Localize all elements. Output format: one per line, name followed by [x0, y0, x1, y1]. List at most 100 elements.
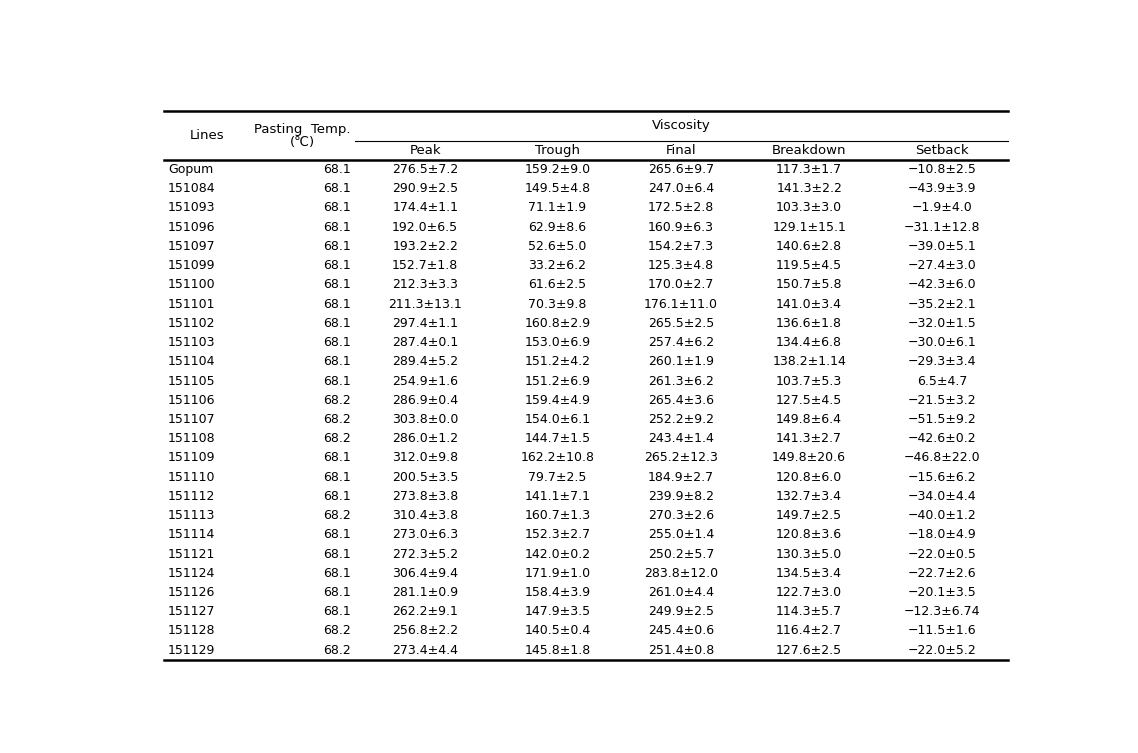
- Text: 159.4±4.9: 159.4±4.9: [525, 394, 591, 407]
- Text: −30.0±6.1: −30.0±6.1: [908, 336, 976, 349]
- Text: Trough: Trough: [535, 144, 580, 157]
- Text: 151110: 151110: [167, 471, 215, 483]
- Text: Peak: Peak: [410, 144, 442, 157]
- Text: 70.3±9.8: 70.3±9.8: [528, 297, 587, 310]
- Text: 151101: 151101: [167, 297, 215, 310]
- Text: 149.8±6.4: 149.8±6.4: [776, 413, 842, 426]
- Text: 212.3±3.3: 212.3±3.3: [393, 279, 459, 291]
- Text: 262.2±9.1: 262.2±9.1: [393, 605, 459, 618]
- Text: 68.2: 68.2: [323, 509, 352, 522]
- Text: −22.0±5.2: −22.0±5.2: [908, 644, 976, 657]
- Text: 68.1: 68.1: [323, 317, 352, 330]
- Text: 145.8±1.8: 145.8±1.8: [525, 644, 591, 657]
- Text: −18.0±4.9: −18.0±4.9: [908, 529, 976, 541]
- Text: 127.6±2.5: 127.6±2.5: [776, 644, 842, 657]
- Text: −46.8±22.0: −46.8±22.0: [904, 451, 980, 465]
- Text: 68.2: 68.2: [323, 644, 352, 657]
- Text: 159.2±9.0: 159.2±9.0: [525, 163, 591, 176]
- Text: 136.6±1.8: 136.6±1.8: [776, 317, 842, 330]
- Text: −21.5±3.2: −21.5±3.2: [908, 394, 976, 407]
- Text: 272.3±5.2: 272.3±5.2: [393, 547, 459, 560]
- Text: 192.0±6.5: 192.0±6.5: [393, 221, 459, 233]
- Text: 68.1: 68.1: [323, 547, 352, 560]
- Text: 68.1: 68.1: [323, 471, 352, 483]
- Text: 68.1: 68.1: [323, 567, 352, 580]
- Text: 33.2±6.2: 33.2±6.2: [528, 259, 586, 272]
- Text: −51.5±9.2: −51.5±9.2: [908, 413, 976, 426]
- Text: 172.5±2.8: 172.5±2.8: [648, 202, 715, 215]
- Text: 154.0±6.1: 154.0±6.1: [525, 413, 591, 426]
- Text: 273.8±3.8: 273.8±3.8: [393, 490, 459, 503]
- Text: 68.1: 68.1: [323, 336, 352, 349]
- Text: 245.4±0.6: 245.4±0.6: [648, 624, 714, 637]
- Text: 68.1: 68.1: [323, 202, 352, 215]
- Text: 68.1: 68.1: [323, 297, 352, 310]
- Text: −35.2±2.1: −35.2±2.1: [908, 297, 976, 310]
- Text: 265.4±3.6: 265.4±3.6: [648, 394, 714, 407]
- Text: 68.1: 68.1: [323, 451, 352, 465]
- Text: 151104: 151104: [167, 355, 215, 368]
- Text: 151107: 151107: [167, 413, 215, 426]
- Text: 116.4±2.7: 116.4±2.7: [776, 624, 842, 637]
- Text: 103.3±3.0: 103.3±3.0: [776, 202, 842, 215]
- Text: 261.0±4.4: 261.0±4.4: [648, 586, 714, 599]
- Text: 158.4±3.9: 158.4±3.9: [525, 586, 591, 599]
- Text: 144.7±1.5: 144.7±1.5: [525, 432, 591, 445]
- Text: −1.9±4.0: −1.9±4.0: [912, 202, 972, 215]
- Text: 287.4±0.1: 287.4±0.1: [393, 336, 459, 349]
- Text: 261.3±6.2: 261.3±6.2: [648, 374, 714, 388]
- Text: 273.0±6.3: 273.0±6.3: [393, 529, 459, 541]
- Text: 151099: 151099: [167, 259, 215, 272]
- Text: 153.0±6.9: 153.0±6.9: [525, 336, 591, 349]
- Text: 151121: 151121: [167, 547, 215, 560]
- Text: −22.0±0.5: −22.0±0.5: [907, 547, 976, 560]
- Text: 138.2±1.14: 138.2±1.14: [773, 355, 846, 368]
- Text: Breakdown: Breakdown: [772, 144, 847, 157]
- Text: 151109: 151109: [167, 451, 215, 465]
- Text: 289.4±5.2: 289.4±5.2: [393, 355, 459, 368]
- Text: 151114: 151114: [167, 529, 215, 541]
- Text: 160.7±1.3: 160.7±1.3: [525, 509, 591, 522]
- Text: 151105: 151105: [167, 374, 215, 388]
- Text: 125.3±4.8: 125.3±4.8: [648, 259, 714, 272]
- Text: 193.2±2.2: 193.2±2.2: [393, 240, 459, 253]
- Text: 152.3±2.7: 152.3±2.7: [525, 529, 591, 541]
- Text: 61.6±2.5: 61.6±2.5: [528, 279, 586, 291]
- Text: 127.5±4.5: 127.5±4.5: [776, 394, 842, 407]
- Text: 151128: 151128: [167, 624, 215, 637]
- Text: 120.8±3.6: 120.8±3.6: [776, 529, 842, 541]
- Text: 283.8±12.0: 283.8±12.0: [644, 567, 718, 580]
- Text: −32.0±1.5: −32.0±1.5: [908, 317, 976, 330]
- Text: 68.1: 68.1: [323, 529, 352, 541]
- Text: 119.5±4.5: 119.5±4.5: [776, 259, 842, 272]
- Text: 273.4±4.4: 273.4±4.4: [393, 644, 459, 657]
- Text: 310.4±3.8: 310.4±3.8: [393, 509, 459, 522]
- Text: 79.7±2.5: 79.7±2.5: [528, 471, 587, 483]
- Text: 68.1: 68.1: [323, 163, 352, 176]
- Text: 68.1: 68.1: [323, 374, 352, 388]
- Text: 140.6±2.8: 140.6±2.8: [776, 240, 842, 253]
- Text: 303.8±0.0: 303.8±0.0: [391, 413, 459, 426]
- Text: 151100: 151100: [167, 279, 215, 291]
- Text: 174.4±1.1: 174.4±1.1: [393, 202, 459, 215]
- Text: −42.3±6.0: −42.3±6.0: [908, 279, 976, 291]
- Text: 103.7±5.3: 103.7±5.3: [776, 374, 842, 388]
- Text: 141.0±3.4: 141.0±3.4: [776, 297, 842, 310]
- Text: 68.2: 68.2: [323, 624, 352, 637]
- Text: 265.2±12.3: 265.2±12.3: [644, 451, 718, 465]
- Text: Setback: Setback: [915, 144, 968, 157]
- Text: Gopum: Gopum: [167, 163, 213, 176]
- Text: 250.2±5.7: 250.2±5.7: [648, 547, 715, 560]
- Text: 129.1±15.1: 129.1±15.1: [773, 221, 846, 233]
- Text: 68.2: 68.2: [323, 432, 352, 445]
- Text: 256.8±2.2: 256.8±2.2: [393, 624, 459, 637]
- Text: 200.5±3.5: 200.5±3.5: [391, 471, 459, 483]
- Text: 52.6±5.0: 52.6±5.0: [528, 240, 587, 253]
- Text: Viscosity: Viscosity: [652, 119, 711, 133]
- Text: 140.5±0.4: 140.5±0.4: [525, 624, 591, 637]
- Text: 276.5±7.2: 276.5±7.2: [393, 163, 459, 176]
- Text: 151129: 151129: [167, 644, 215, 657]
- Text: 147.9±3.5: 147.9±3.5: [525, 605, 591, 618]
- Text: 149.7±2.5: 149.7±2.5: [776, 509, 842, 522]
- Text: 255.0±1.4: 255.0±1.4: [648, 529, 715, 541]
